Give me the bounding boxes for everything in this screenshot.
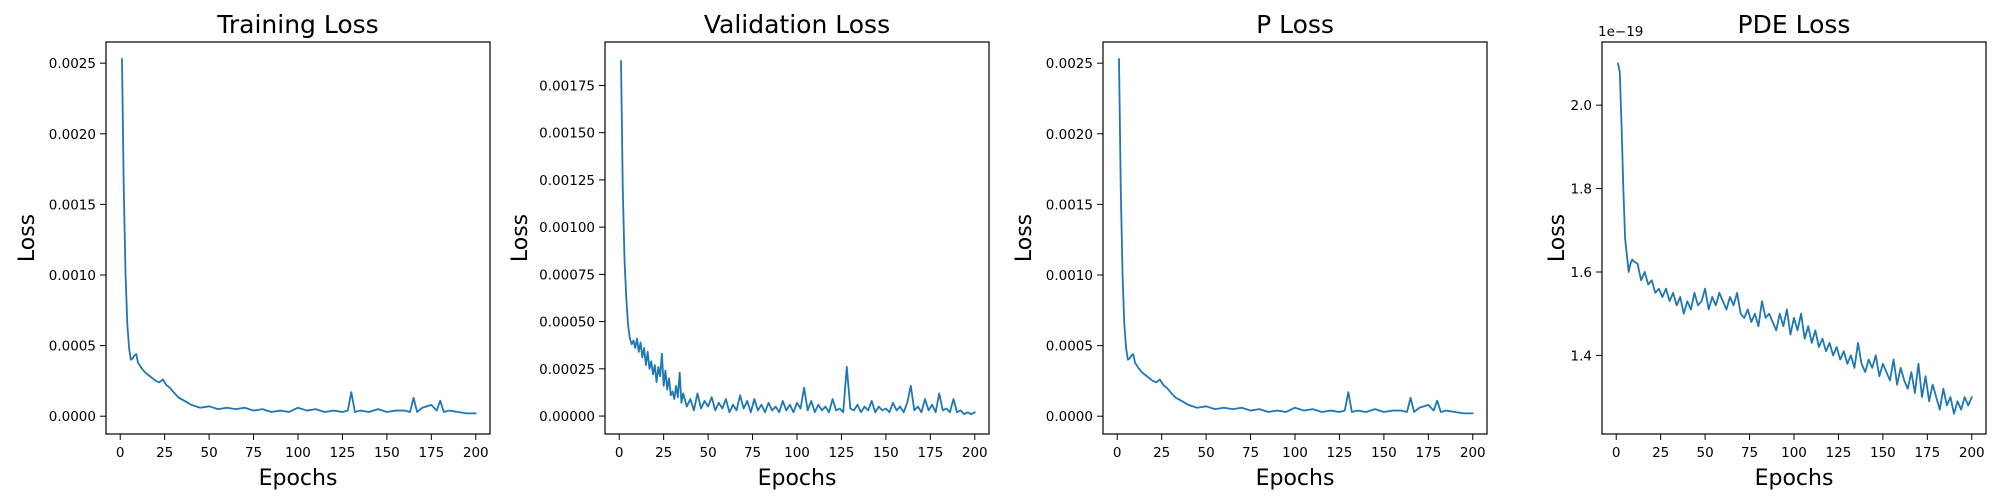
x-tick-label: 150: [1371, 445, 1397, 461]
y-tick-label: 0.0010: [1046, 268, 1093, 284]
y-tick-label: 1.6: [1571, 265, 1592, 281]
x-tick-label: 175: [1415, 445, 1441, 461]
x-tick-label: 175: [1914, 445, 1940, 461]
x-tick-label: 75: [744, 445, 761, 461]
y-tick-label: 0.0000: [49, 409, 96, 425]
x-tick-label: 125: [829, 445, 855, 461]
x-tick-label: 150: [873, 445, 899, 461]
y-tick-label: 0.0025: [49, 56, 96, 72]
x-tick-label: 50: [201, 445, 218, 461]
subplot-training-loss: Training Loss Epochs Loss 0 25 50 75 100 125 1…: [15, 10, 491, 491]
x-tick-label: 25: [1153, 445, 1170, 461]
series-line: [1118, 58, 1474, 415]
y-axis-offset-text: 1e−19: [1598, 24, 1643, 40]
x-tick-label: 75: [1242, 445, 1259, 461]
x-tick-label: 100: [1282, 445, 1308, 461]
x-tick-label: 125: [1826, 445, 1852, 461]
chart-title: Validation Loss: [704, 10, 890, 39]
y-tick-label: 0.00100: [539, 220, 595, 236]
y-tick-label: 0.00025: [539, 362, 595, 378]
x-tick-label: 150: [374, 445, 400, 461]
y-tick-label: 0.0015: [1046, 197, 1093, 213]
x-tick-label: 200: [1959, 445, 1985, 461]
x-tick-label: 100: [1781, 445, 1807, 461]
y-axis-label: Loss: [1545, 214, 1570, 262]
x-tick-label: 200: [463, 445, 489, 461]
y-tick-label: 0.00125: [539, 173, 595, 189]
y-tick-label: 0.00075: [539, 267, 595, 283]
x-tick-label: 0: [1113, 445, 1122, 461]
y-tick-label: 0.00050: [539, 315, 595, 331]
x-tick-label: 25: [156, 445, 173, 461]
y-tick-label: 0.0020: [49, 127, 96, 143]
x-tick-label: 200: [962, 445, 988, 461]
x-tick-label: 100: [285, 445, 311, 461]
y-tick-label: 0.0005: [1046, 339, 1093, 355]
subplot-validation-loss: Validation Loss Epochs Loss 0 25 50 75 100 12…: [508, 10, 990, 491]
x-tick-label: 25: [1652, 445, 1669, 461]
y-axis-label: Loss: [15, 214, 40, 262]
x-axis-label: Epochs: [758, 466, 837, 491]
y-tick-label: 2.0: [1571, 98, 1592, 114]
axes-frame: [1102, 41, 1488, 435]
x-tick-label: 0: [615, 445, 624, 461]
chart-title: PDE Loss: [1738, 10, 1851, 39]
x-axis-label: Epochs: [1256, 466, 1335, 491]
y-tick-label: 0.00000: [539, 409, 595, 425]
x-tick-label: 100: [784, 445, 810, 461]
x-tick-label: 0: [1612, 445, 1621, 461]
x-tick-label: 50: [1697, 445, 1714, 461]
series-line: [121, 58, 477, 415]
chart-title: Training Loss: [216, 10, 378, 39]
subplot-pde-loss: PDE Loss Epochs Loss 1e−19 0 25 50 75 100 125…: [1545, 10, 1987, 491]
y-tick-label: 0.0025: [1046, 56, 1093, 72]
y-tick-label: 0.0015: [49, 197, 96, 213]
y-tick-label: 0.0020: [1046, 127, 1093, 143]
x-axis-label: Epochs: [259, 466, 338, 491]
series-line: [620, 59, 976, 416]
y-tick-label: 0.0000: [1046, 409, 1093, 425]
x-tick-label: 175: [917, 445, 943, 461]
y-tick-label: 0.0005: [49, 339, 96, 355]
series-line: [1617, 62, 1973, 415]
y-tick-label: 1.8: [1571, 182, 1592, 198]
y-tick-label: 0.0010: [49, 268, 96, 284]
x-tick-label: 150: [1870, 445, 1896, 461]
x-tick-label: 50: [700, 445, 717, 461]
axes-frame: [105, 41, 491, 435]
x-tick-label: 75: [245, 445, 262, 461]
y-tick-label: 0.00150: [539, 126, 595, 142]
x-tick-label: 25: [655, 445, 672, 461]
y-axis-label: Loss: [508, 214, 533, 262]
x-axis-label: Epochs: [1755, 466, 1834, 491]
x-tick-label: 125: [1327, 445, 1353, 461]
y-tick-label: 1.4: [1571, 348, 1592, 364]
x-tick-label: 50: [1198, 445, 1215, 461]
chart-title: P Loss: [1256, 10, 1334, 39]
x-tick-label: 200: [1460, 445, 1486, 461]
axes-frame: [1601, 41, 1987, 435]
x-tick-label: 125: [330, 445, 356, 461]
x-tick-label: 75: [1741, 445, 1758, 461]
x-tick-label: 0: [116, 445, 125, 461]
y-tick-label: 0.00175: [539, 78, 595, 94]
subplot-p-loss: P Loss Epochs Loss 0 25 50 75 100 125 150 175 20…: [1012, 10, 1488, 491]
y-axis-label: Loss: [1012, 214, 1037, 262]
x-tick-label: 175: [418, 445, 444, 461]
